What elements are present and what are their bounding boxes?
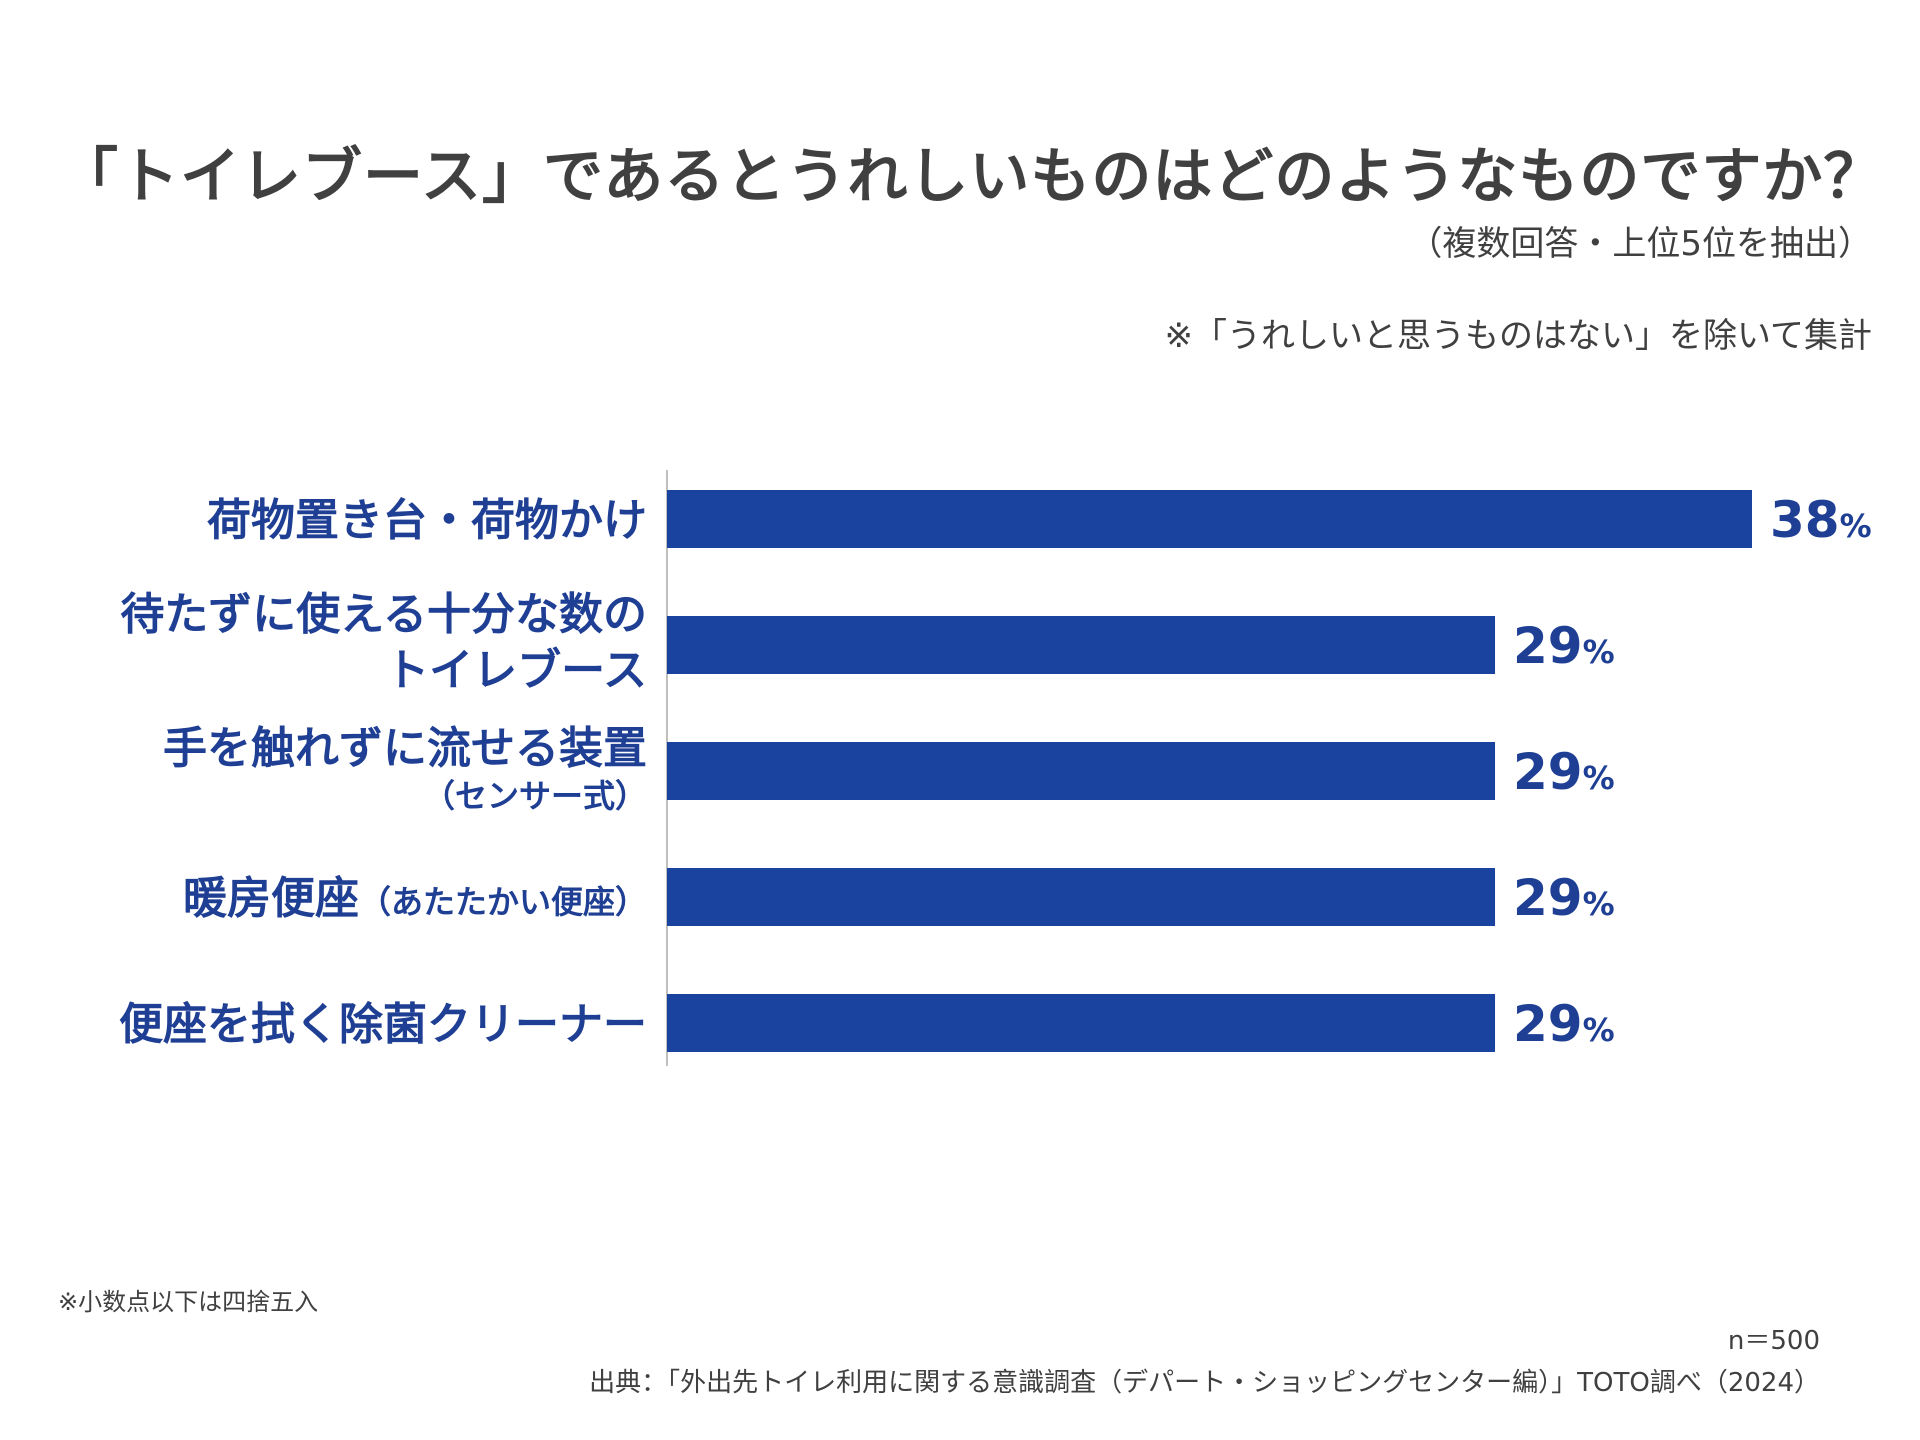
chart-subtitle: （複数回答・上位5位を抽出） — [1408, 224, 1872, 264]
bar-1 — [667, 490, 1752, 548]
value-label-5: 29% — [1513, 995, 1615, 1053]
category-label-2-line-2: トイレブース — [385, 645, 647, 696]
value-label-4: 29% — [1513, 869, 1615, 927]
chart-note: ※「うれしいと思うものはない」を除いて集計 — [1164, 316, 1872, 356]
bar-2 — [667, 616, 1496, 674]
chart-title: 「トイレブース」であるとうれしいものはどのようなものですか？ — [58, 142, 1885, 212]
bar-4 — [667, 868, 1496, 926]
category-label-5: 便座を拭く除菌クリーナー — [119, 999, 647, 1050]
category-label-2-line-1: 待たずに使える十分な数の — [120, 589, 647, 640]
category-label-1: 荷物置き台・荷物かけ — [207, 495, 647, 546]
source-credit: 出典：「外出先トイレ利用に関する意識調査（デパート・ショッピングセンター編）」T… — [589, 1368, 1820, 1398]
bar-3 — [667, 742, 1496, 800]
category-label-3: 手を触れずに流せる装置 — [163, 723, 647, 774]
sample-size: n＝500 — [1727, 1326, 1820, 1356]
bar-5 — [667, 994, 1496, 1052]
value-label-2: 29% — [1513, 617, 1615, 675]
value-label-1: 38% — [1770, 491, 1872, 549]
rounding-footnote: ※小数点以下は四捨五入 — [58, 1288, 319, 1316]
value-label-3: 29% — [1513, 743, 1615, 801]
category-sublabel-3: （センサー式） — [423, 777, 647, 815]
category-label-4: 暖房便座（あたたかい便座） — [183, 873, 647, 924]
